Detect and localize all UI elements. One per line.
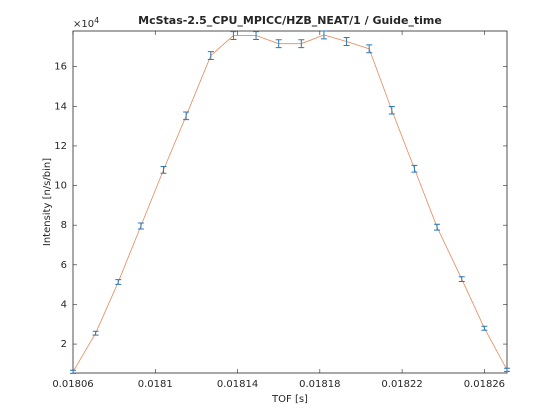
error-bar: [298, 39, 305, 49]
error-bar: [253, 31, 260, 41]
x-tick-label: 0.01822: [381, 379, 422, 390]
error-bar: [115, 279, 122, 285]
y-tick-label: 10: [54, 181, 67, 192]
error-bar: [160, 166, 167, 174]
error-bar: [275, 39, 282, 49]
y-axis-label: Intensity [n/s/bin]: [42, 158, 53, 246]
error-bar: [320, 30, 327, 40]
error-bar: [70, 369, 76, 374]
x-tick-label: 0.0181: [138, 379, 173, 390]
y-multiplier-exponent: 4: [94, 16, 99, 25]
error-bar: [183, 111, 190, 121]
error-bar: [343, 37, 350, 46]
error-bar: [388, 105, 395, 115]
x-tick-label: 0.01818: [299, 379, 340, 390]
y-tick-label: 4: [61, 299, 67, 310]
error-bar: [207, 51, 214, 61]
error-bar: [411, 164, 418, 173]
chart-title: McStas-2.5_CPU_MPICC/HZB_NEAT/1 / Guide_…: [138, 14, 442, 27]
error-bar: [92, 330, 99, 336]
y-tick-label: 8: [61, 220, 67, 231]
y-tick-label: 2: [61, 339, 67, 350]
error-bar: [366, 44, 373, 54]
error-bar: [434, 223, 441, 231]
x-tick-label: 0.01806: [52, 379, 93, 390]
error-bar: [481, 325, 488, 331]
plot-area: [72, 30, 508, 374]
y-multiplier: ×104: [73, 16, 99, 31]
x-tick-label: 0.01826: [464, 379, 505, 390]
error-bar: [230, 31, 237, 41]
y-tick-label: 16: [54, 62, 67, 73]
error-bar: [504, 367, 510, 372]
y-tick-label: 12: [54, 141, 67, 152]
x-tick-label: 0.01814: [217, 379, 258, 390]
y-multiplier-base: ×10: [73, 19, 94, 30]
error-bar: [137, 222, 144, 230]
series-line: [72, 34, 508, 373]
y-tick-label: 14: [54, 101, 67, 112]
y-tick-label: 6: [61, 260, 67, 271]
error-bar: [458, 276, 465, 282]
x-axis-label: TOF [s]: [271, 394, 308, 405]
